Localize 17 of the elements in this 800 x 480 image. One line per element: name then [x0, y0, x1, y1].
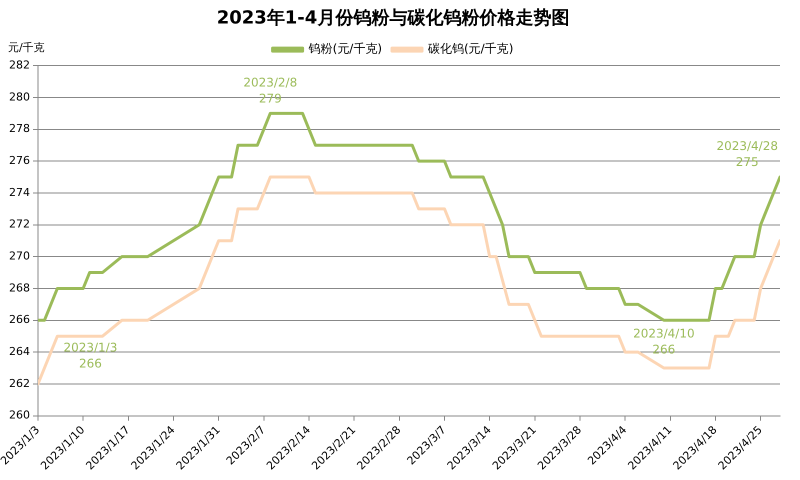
y-tick-label: 282 — [8, 58, 30, 72]
chart-title: 2023年1-4月份钨粉与碳化钨粉价格走势图 — [216, 7, 570, 28]
y-tick-label: 270 — [8, 249, 30, 262]
y-axis-title: 元/千克 — [8, 40, 45, 54]
legend-label: 碳化钨(元/千克) — [427, 42, 514, 56]
y-tick-label: 266 — [8, 313, 30, 326]
y-tick-label: 272 — [8, 218, 30, 231]
y-tick-label: 262 — [8, 376, 30, 390]
y-tick-label: 264 — [8, 344, 30, 358]
annotation: 2023/1/3 266 — [63, 340, 118, 370]
y-tick-label: 268 — [8, 281, 30, 294]
y-tick-label: 276 — [8, 154, 30, 167]
legend-label: 钨粉(元/千克) — [308, 42, 382, 56]
y-tick-label: 274 — [8, 186, 30, 199]
y-tick-label: 280 — [8, 90, 30, 104]
y-tick-label: 278 — [8, 122, 30, 136]
y-tick-label: 260 — [8, 408, 30, 422]
